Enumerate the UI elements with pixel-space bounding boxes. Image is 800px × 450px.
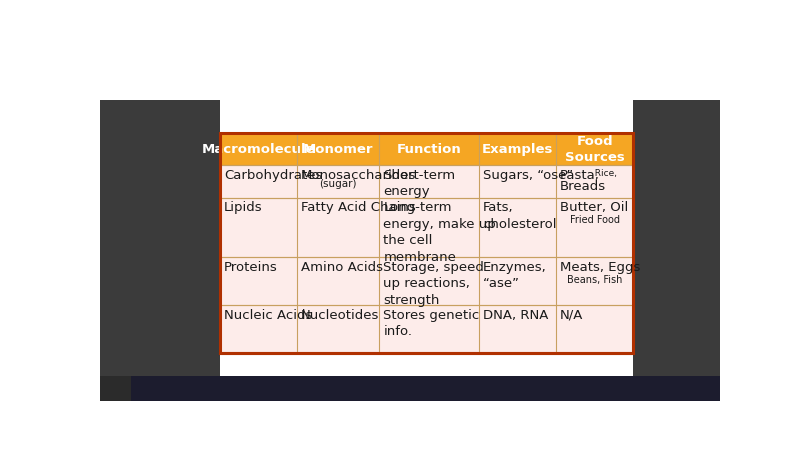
Bar [379, 257, 479, 305]
Text: Short-term
energy: Short-term energy [383, 169, 455, 198]
Text: Breads: Breads [560, 180, 606, 193]
Text: Sugars, “ose”: Sugars, “ose” [482, 169, 573, 182]
Bar [634, 100, 720, 385]
Bar [100, 376, 720, 400]
Text: (sugar): (sugar) [319, 179, 357, 189]
Text: Food
Sources: Food Sources [565, 135, 625, 164]
Text: Pasta,: Pasta, [560, 169, 600, 182]
Text: Fried Food: Fried Food [570, 215, 620, 225]
Bar [100, 100, 220, 385]
Bar [298, 305, 379, 353]
Bar [479, 257, 556, 305]
Text: Rice,: Rice, [590, 169, 618, 178]
Bar [479, 305, 556, 353]
Text: Long-term
energy, make up
the cell
membrane: Long-term energy, make up the cell membr… [383, 202, 496, 264]
Text: Monomer: Monomer [303, 143, 374, 156]
Bar [220, 133, 298, 165]
Bar [220, 165, 298, 198]
Text: Lipids: Lipids [224, 202, 262, 215]
Bar [379, 198, 479, 257]
Text: Examples: Examples [482, 143, 553, 156]
Bar [298, 198, 379, 257]
Text: Storage, speed
up reactions,
strength: Storage, speed up reactions, strength [383, 261, 484, 307]
Bar [298, 165, 379, 198]
Bar [220, 257, 298, 305]
Bar [298, 133, 379, 165]
Bar [220, 353, 634, 380]
Text: Function: Function [397, 143, 462, 156]
Text: Monosaccharides: Monosaccharides [301, 169, 417, 182]
Bar [379, 165, 479, 198]
Bar [220, 305, 298, 353]
Text: Beans, Fish: Beans, Fish [567, 274, 622, 284]
Bar [379, 305, 479, 353]
Text: Stores genetic
info.: Stores genetic info. [383, 309, 479, 338]
Bar [556, 198, 634, 257]
Text: Amino Acids: Amino Acids [301, 261, 383, 274]
Bar [298, 257, 379, 305]
Text: Fatty Acid Chains: Fatty Acid Chains [301, 202, 416, 215]
Text: Carbohydrates: Carbohydrates [224, 169, 322, 182]
Text: Enzymes,
“ase”: Enzymes, “ase” [482, 261, 546, 290]
Bar [100, 376, 131, 400]
Bar [556, 165, 634, 198]
Bar [220, 198, 298, 257]
Text: N/A: N/A [560, 309, 583, 322]
Bar [479, 198, 556, 257]
Bar [379, 133, 479, 165]
Bar [479, 165, 556, 198]
Bar [220, 133, 634, 353]
Bar [556, 133, 634, 165]
Text: Fats,
cholesterol: Fats, cholesterol [482, 202, 556, 231]
Text: Nucleic Acids: Nucleic Acids [224, 309, 312, 322]
Text: Proteins: Proteins [224, 261, 278, 274]
Text: Meats, Eggs: Meats, Eggs [560, 261, 640, 274]
Text: DNA, RNA: DNA, RNA [482, 309, 548, 322]
Text: Nucleotides: Nucleotides [301, 309, 379, 322]
Bar [556, 257, 634, 305]
Bar [479, 133, 556, 165]
Bar [220, 133, 634, 353]
Text: Macromolecule: Macromolecule [202, 143, 315, 156]
Text: Butter, Oil: Butter, Oil [560, 202, 628, 215]
Bar [556, 305, 634, 353]
